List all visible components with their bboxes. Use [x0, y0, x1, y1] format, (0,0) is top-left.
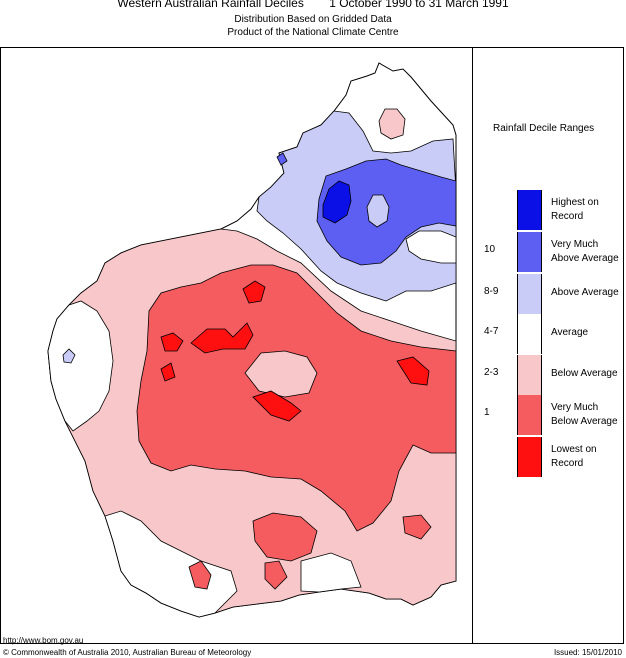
legend-swatch — [517, 274, 542, 314]
lowest-on-record-5 — [396, 356, 430, 386]
lowest-on-record-6 — [160, 362, 176, 382]
legend-range: 10 — [484, 244, 496, 255]
legend-range: 1 — [484, 407, 490, 418]
legend-swatch — [517, 355, 542, 395]
average-southeast — [300, 552, 362, 593]
legend-range: 8-9 — [484, 286, 499, 297]
legend-row-lowest: Lowest on Record — [472, 437, 623, 477]
average-hole-east — [405, 230, 457, 264]
legend-swatch — [517, 314, 542, 354]
above-average-hole — [366, 194, 390, 228]
legend-range: 4-7 — [484, 326, 499, 337]
legend-row-very-much-below: 1 Very Much Below Average — [472, 395, 623, 435]
above-average-west-spot — [62, 348, 76, 364]
subtitle-product: Product of the National Climate Centre — [227, 27, 399, 38]
legend-title: Rainfall Decile Ranges — [493, 123, 595, 134]
legend-label: Lowest on Record — [551, 443, 623, 471]
legend-label-line-1: Highest on — [551, 197, 599, 208]
legend-row-above: 8-9 Above Average — [472, 274, 623, 314]
bom-url-link[interactable]: http://www.bom.gov.au — [3, 636, 84, 645]
legend-label: Highest on Record — [551, 196, 623, 224]
legend-row-highest: Highest on Record — [472, 190, 623, 230]
below-average-kimberley — [378, 108, 406, 140]
legend-label: Average — [551, 327, 589, 338]
title-dates: 1 October 1990 to 31 March 1991 — [329, 0, 509, 10]
highest-on-record-north — [322, 180, 352, 224]
average-west-coast — [47, 300, 114, 432]
legend-label: Very Much Above Average — [551, 238, 623, 266]
legend-row-below: 2-3 Below Average — [472, 355, 623, 395]
legend-label-line-1: Very Much — [551, 239, 599, 250]
legend-row-average: 4-7 Average — [472, 314, 623, 354]
average-southwest — [104, 510, 238, 618]
issued-date: Issued: 15/01/2010 — [553, 648, 622, 657]
subtitle-distribution: Distribution Based on Gridded Data — [234, 14, 392, 25]
legend-label-line-2: Record — [551, 211, 584, 222]
legend-label-line-1: Lowest on — [551, 444, 597, 455]
lowest-on-record-4 — [252, 390, 302, 422]
legend-divider — [472, 48, 473, 643]
legend-label-line-1: Very Much — [551, 402, 599, 413]
legend-swatch — [517, 395, 542, 435]
very-much-below-average-south-2 — [402, 514, 432, 540]
very-much-below-average-south-3 — [188, 560, 212, 590]
legend-label: Below Average — [551, 368, 618, 379]
very-much-below-average-south-1 — [252, 512, 318, 562]
legend-swatch — [517, 232, 542, 272]
rainfall-decile-map — [47, 62, 457, 618]
lowest-on-record-3 — [242, 280, 266, 304]
map-title: Western Australian Rainfall Deciles 1 Oc… — [0, 0, 626, 10]
copyright-notice: © Commonwealth of Australia 2010, Austra… — [3, 648, 252, 657]
legend-row-very-much-above: 10 Very Much Above Average — [472, 232, 623, 272]
legend-label: Very Much Below Average — [551, 401, 623, 429]
very-much-below-average-south-4 — [264, 560, 288, 590]
lowest-on-record-1 — [190, 322, 254, 354]
very-much-above-average-coast-spot — [276, 152, 288, 166]
legend-swatch — [517, 437, 542, 477]
legend-range: 2-3 — [484, 367, 499, 378]
title-text: Western Australian Rainfall Deciles — [117, 0, 304, 10]
legend-label-line-2: Below Average — [551, 416, 618, 427]
legend-swatch — [517, 190, 542, 230]
lowest-on-record-2 — [160, 332, 184, 352]
legend-label-line-2: Record — [551, 458, 584, 469]
legend-label: Above Average — [551, 287, 619, 298]
legend-label-line-2: Above Average — [551, 253, 619, 264]
